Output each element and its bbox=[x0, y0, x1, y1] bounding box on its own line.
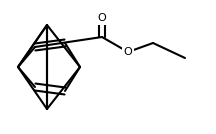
Text: O: O bbox=[124, 47, 132, 57]
Text: O: O bbox=[98, 13, 106, 23]
